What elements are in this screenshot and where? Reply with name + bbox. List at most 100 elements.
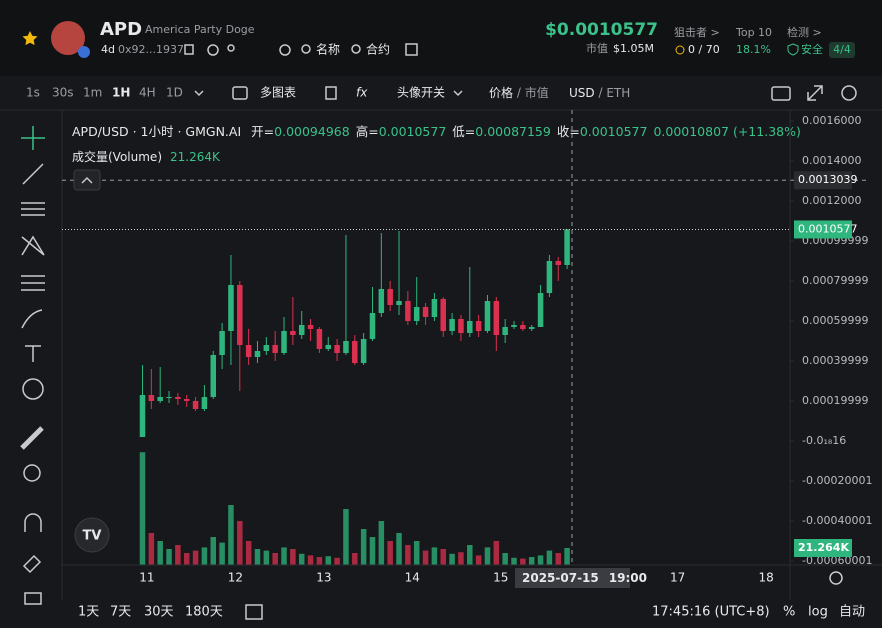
volume-bar: [537, 555, 544, 565]
usd-toggle[interactable]: USD: [569, 86, 595, 100]
top10-label: Top 10: [735, 26, 772, 39]
chevron[interactable]: [453, 90, 463, 97]
volume-bar: [431, 547, 438, 565]
price-mcap-toggle[interactable]: 价格 / 市值: [489, 85, 549, 100]
chart-legend: APD/USD · 1小时 · GMGN.AI 开=0.00094968 高=0.0…: [72, 124, 801, 139]
volume-bar: [369, 537, 376, 565]
range[interactable]: 7天: [110, 605, 131, 620]
volume-bar: [493, 541, 500, 565]
interval[interactable]: 1s: [26, 86, 40, 100]
interval[interactable]: 4H: [139, 86, 156, 100]
snipers-label[interactable]: 狙击者 >: [674, 26, 720, 39]
magnet-tool[interactable]: [24, 513, 42, 532]
log-toggle[interactable]: log: [808, 605, 828, 620]
search-icon[interactable]: [301, 44, 311, 54]
volume-bar: [290, 549, 296, 565]
candle-body: [475, 321, 482, 331]
candle-body: [431, 299, 438, 317]
zoom-tool[interactable]: [23, 464, 41, 482]
volume-bar: [183, 553, 190, 565]
crosshair-time: 2025-07-15 19:00: [522, 571, 647, 585]
x-icon[interactable]: [279, 44, 291, 56]
currency-toggle[interactable]: USD / ETH: [569, 86, 630, 100]
close-label: 收=: [557, 124, 580, 139]
user-icon[interactable]: [227, 44, 235, 52]
multi-chart[interactable]: 多图表: [260, 86, 296, 100]
volume-bar: [139, 452, 146, 565]
candle-body: [360, 339, 367, 363]
indicator-icon[interactable]: fx: [356, 86, 368, 100]
y-tick-label: 0.00079999: [802, 274, 868, 287]
candle-body: [422, 307, 429, 317]
check-label[interactable]: 检测 >: [787, 25, 822, 39]
percent-toggle[interactable]: %: [783, 605, 795, 620]
candle-body: [528, 327, 535, 329]
candle-body: [369, 313, 376, 339]
search-icon[interactable]: [351, 44, 361, 54]
calendar-icon[interactable]: [245, 604, 263, 620]
lock-draw-tool[interactable]: [22, 554, 42, 574]
volume-bar: [325, 556, 332, 565]
low: 0.00087159: [475, 124, 551, 139]
lock-tool[interactable]: [24, 592, 42, 605]
ruler-tool[interactable]: [20, 426, 44, 450]
interval[interactable]: 1H: [112, 86, 130, 100]
pattern-tool[interactable]: [21, 235, 45, 256]
sniper-icon: [675, 45, 685, 55]
eth-toggle[interactable]: ETH: [606, 86, 630, 100]
range[interactable]: 1天: [78, 605, 99, 620]
auto-toggle[interactable]: 自动: [839, 605, 865, 620]
candle-body: [467, 321, 473, 333]
external-link[interactable]: [405, 43, 418, 56]
drawing-tools: [20, 126, 45, 605]
search-contract[interactable]: 合约: [366, 42, 390, 57]
volume-bar: [528, 557, 535, 565]
volume-bar: [254, 549, 261, 565]
line-tool[interactable]: [22, 163, 44, 185]
channel-tool[interactable]: [21, 202, 45, 216]
text-tool[interactable]: [25, 345, 41, 362]
interval[interactable]: 1D: [166, 86, 183, 100]
volume-bar: [281, 547, 287, 565]
favorite-star[interactable]: [22, 31, 38, 46]
axis-settings[interactable]: [829, 571, 843, 585]
range[interactable]: 30天: [144, 605, 174, 620]
screenshot-icon[interactable]: [771, 86, 791, 101]
search-name[interactable]: 名称: [316, 42, 340, 57]
price-toggle[interactable]: 价格: [489, 85, 513, 100]
collapse-button[interactable]: [73, 169, 101, 191]
volume-bar: [343, 509, 349, 565]
chevron[interactable]: [194, 90, 204, 97]
brush-tool[interactable]: [21, 309, 43, 329]
crosshair-time-box: [515, 568, 630, 588]
y-tick-label: 0.0012000: [802, 194, 862, 207]
mcap-label: 市值: [586, 41, 608, 55]
interval[interactable]: 1m: [83, 86, 102, 100]
volume-bar: [272, 553, 278, 565]
candle-body: [546, 261, 553, 293]
candle-type-icon[interactable]: [325, 86, 337, 100]
fullscreen-icon[interactable]: [807, 85, 823, 101]
add-icon[interactable]: [232, 86, 248, 100]
volume-bar: [157, 541, 163, 565]
candle-body: [192, 401, 199, 409]
candle-body: [520, 325, 526, 329]
web-icon[interactable]: [207, 44, 219, 56]
avatar-toggle[interactable]: 头像开关: [397, 86, 445, 100]
clock: 17:45:16 (UTC+8): [652, 605, 770, 620]
shield-icon: [787, 43, 799, 56]
interval[interactable]: 30s: [52, 86, 74, 100]
volume-bar: [413, 541, 420, 565]
fib-tool[interactable]: [21, 275, 45, 291]
mcap-toggle[interactable]: 市值: [525, 85, 549, 100]
crosshair-tool[interactable]: [21, 126, 45, 150]
volume-bar: [396, 533, 402, 565]
range[interactable]: 180天: [185, 605, 223, 620]
copy-icon[interactable]: [184, 44, 194, 55]
candle-body: [555, 261, 561, 265]
candle-body: [157, 397, 163, 401]
emoji-tool[interactable]: [22, 378, 44, 400]
candle-body: [237, 285, 243, 345]
token-name: America Party Doge: [145, 23, 255, 36]
settings-icon[interactable]: [841, 85, 857, 101]
